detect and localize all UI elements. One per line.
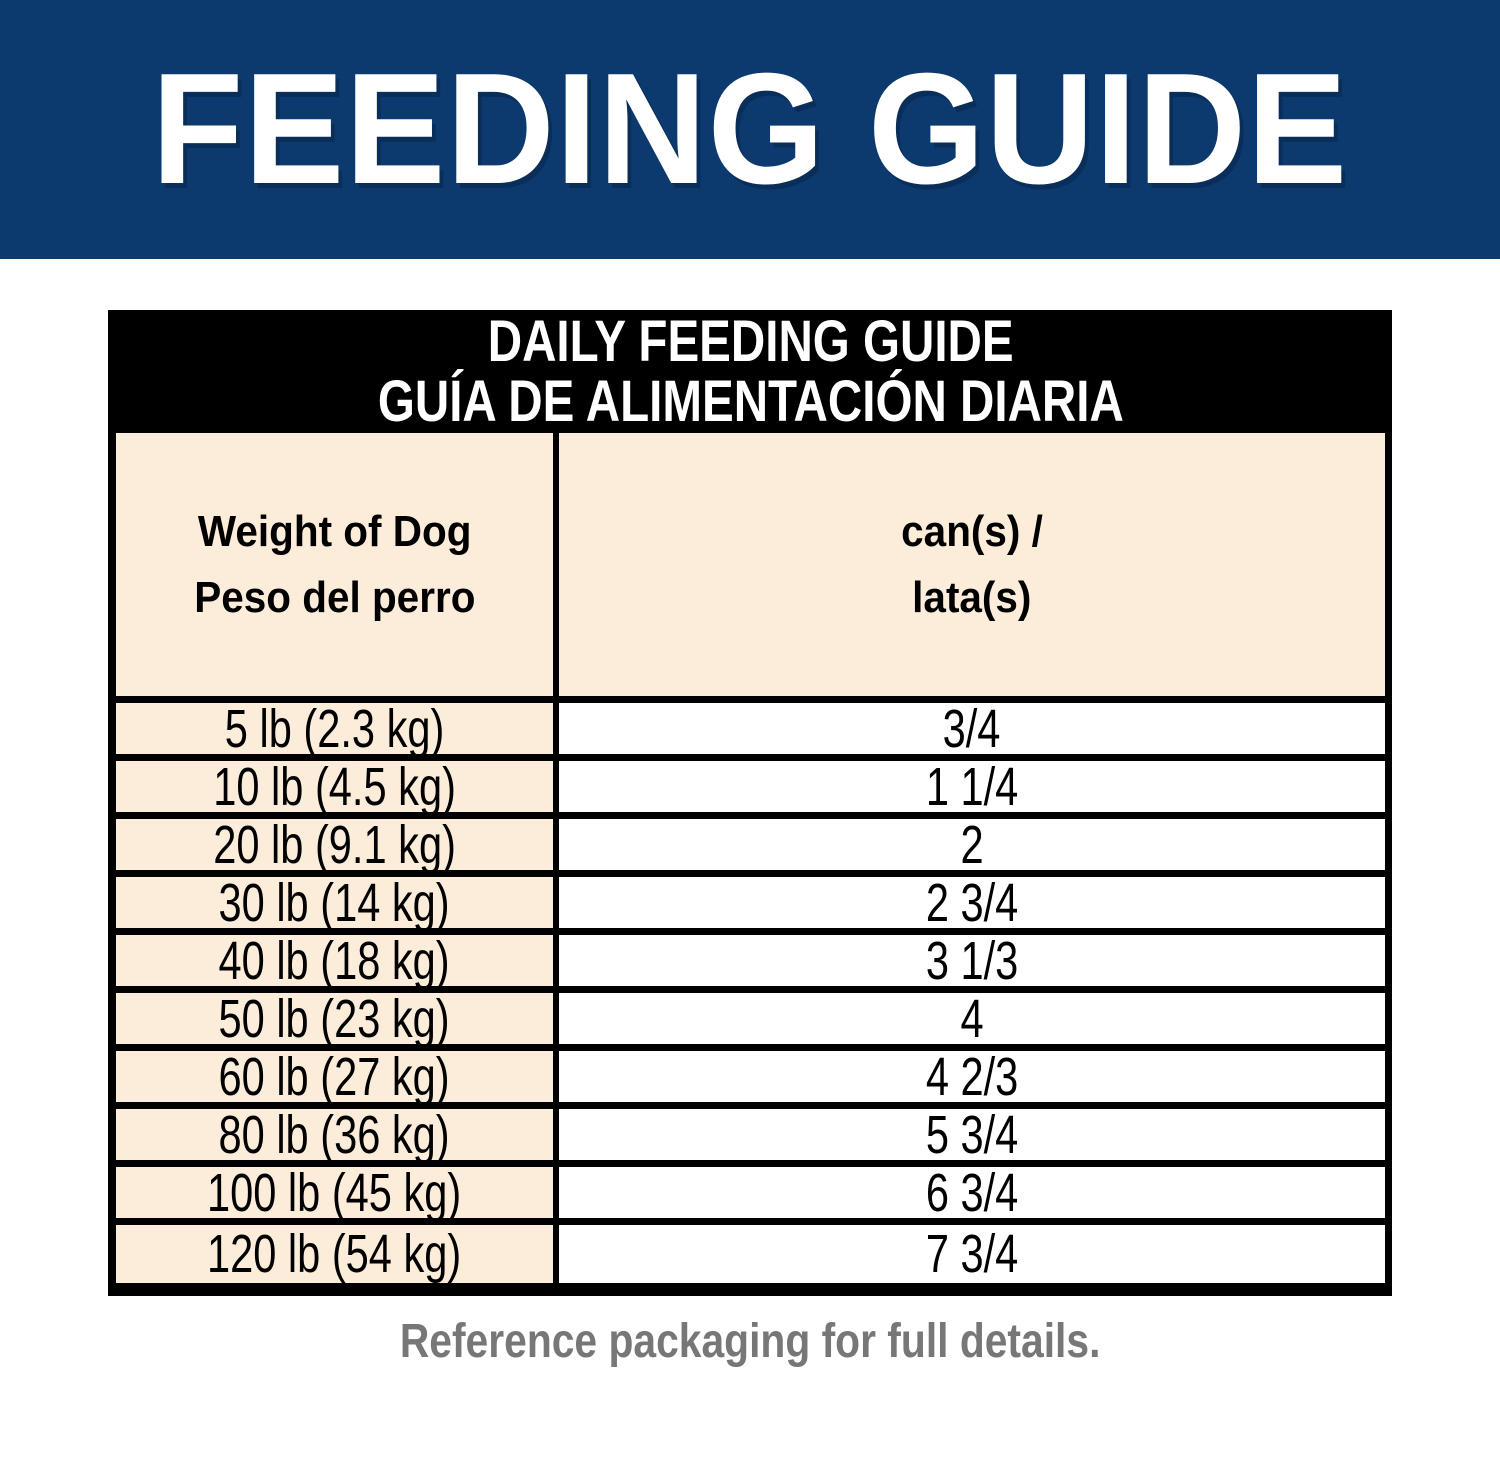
table-row: 50 lb (23 kg) 4: [116, 993, 1385, 1051]
weight-cell: 60 lb (27 kg): [116, 1051, 559, 1102]
cans-header-spanish: lata(s): [912, 572, 1032, 622]
weight-value: 60 lb (27 kg): [218, 1051, 451, 1102]
cans-value: 5 3/4: [925, 1109, 1019, 1160]
table-row: 5 lb (2.3 kg) 3/4: [116, 703, 1385, 761]
weight-value: 10 lb (4.5 kg): [213, 761, 456, 812]
weight-cell: 40 lb (18 kg): [116, 935, 559, 986]
weight-header-english: Weight of Dog: [197, 506, 472, 556]
cans-value: 1 1/4: [925, 761, 1019, 812]
weight-value: 120 lb (54 kg): [207, 1225, 462, 1283]
cans-value: 4 2/3: [925, 1051, 1019, 1102]
cans-cell: 3/4: [559, 703, 1385, 754]
weight-header-spanish: Peso del perro: [193, 572, 476, 622]
footer-note: Reference packaging for full details.: [399, 1315, 1101, 1368]
cans-header-english: can(s) /: [901, 506, 1043, 556]
cans-value: 3 1/3: [925, 935, 1019, 986]
weight-value: 20 lb (9.1 kg): [213, 819, 456, 870]
cans-cell: 2 3/4: [559, 877, 1385, 928]
cans-value: 6 3/4: [925, 1167, 1019, 1218]
weight-cell: 100 lb (45 kg): [116, 1167, 559, 1218]
weight-value: 80 lb (36 kg): [218, 1109, 451, 1160]
cans-cell: 1 1/4: [559, 761, 1385, 812]
weight-cell: 50 lb (23 kg): [116, 993, 559, 1044]
weight-cell: 5 lb (2.3 kg): [116, 703, 559, 754]
cans-value: 2: [960, 819, 984, 870]
weight-value: 30 lb (14 kg): [218, 877, 451, 928]
weight-value: 40 lb (18 kg): [218, 935, 451, 986]
table-row: 30 lb (14 kg) 2 3/4: [116, 877, 1385, 935]
column-header-weight: Weight of Dog Peso del perro: [116, 433, 559, 696]
weight-cell: 80 lb (36 kg): [116, 1109, 559, 1160]
cans-value: 4: [960, 993, 984, 1044]
table-row: 120 lb (54 kg) 7 3/4: [116, 1225, 1385, 1283]
cans-cell: 4 2/3: [559, 1051, 1385, 1102]
cans-value: 3/4: [943, 703, 1001, 754]
table-row: 60 lb (27 kg) 4 2/3: [116, 1051, 1385, 1109]
cans-value: 7 3/4: [925, 1225, 1019, 1283]
cans-cell: 2: [559, 819, 1385, 870]
column-header-cans: can(s) / lata(s): [559, 433, 1385, 696]
feeding-guide-banner: FEEDING GUIDE: [0, 0, 1500, 259]
table-row: 100 lb (45 kg) 6 3/4: [116, 1167, 1385, 1225]
cans-value: 2 3/4: [925, 877, 1019, 928]
cans-cell: 6 3/4: [559, 1167, 1385, 1218]
table-title-block: DAILY FEEDING GUIDE GUÍA DE ALIMENTACIÓN…: [116, 310, 1385, 433]
table-body: 5 lb (2.3 kg) 3/4 10 lb (4.5 kg) 1 1/4 20 lb…: [116, 703, 1385, 1283]
cans-cell: 3 1/3: [559, 935, 1385, 986]
column-header-row: Weight of Dog Peso del perro can(s) / la…: [116, 433, 1385, 703]
table-row: 40 lb (18 kg) 3 1/3: [116, 935, 1385, 993]
weight-cell: 120 lb (54 kg): [116, 1225, 559, 1283]
cans-cell: 7 3/4: [559, 1225, 1385, 1283]
weight-cell: 10 lb (4.5 kg): [116, 761, 559, 812]
page-title: FEEDING GUIDE: [151, 41, 1349, 217]
weight-value: 50 lb (23 kg): [218, 993, 451, 1044]
weight-cell: 20 lb (9.1 kg): [116, 819, 559, 870]
weight-value: 5 lb (2.3 kg): [224, 703, 445, 754]
footer: Reference packaging for full details.: [0, 1296, 1500, 1387]
cans-cell: 5 3/4: [559, 1109, 1385, 1160]
daily-feeding-table: DAILY FEEDING GUIDE GUÍA DE ALIMENTACIÓN…: [108, 310, 1392, 1296]
weight-cell: 30 lb (14 kg): [116, 877, 559, 928]
table-row: 80 lb (36 kg) 5 3/4: [116, 1109, 1385, 1167]
weight-value: 100 lb (45 kg): [207, 1167, 462, 1218]
table-row: 20 lb (9.1 kg) 2: [116, 819, 1385, 877]
table-row: 10 lb (4.5 kg) 1 1/4: [116, 761, 1385, 819]
table-title-english: DAILY FEEDING GUIDE: [487, 308, 1014, 374]
cans-cell: 4: [559, 993, 1385, 1044]
table-title-spanish: GUÍA DE ALIMENTACIÓN DIARIA: [377, 368, 1124, 434]
